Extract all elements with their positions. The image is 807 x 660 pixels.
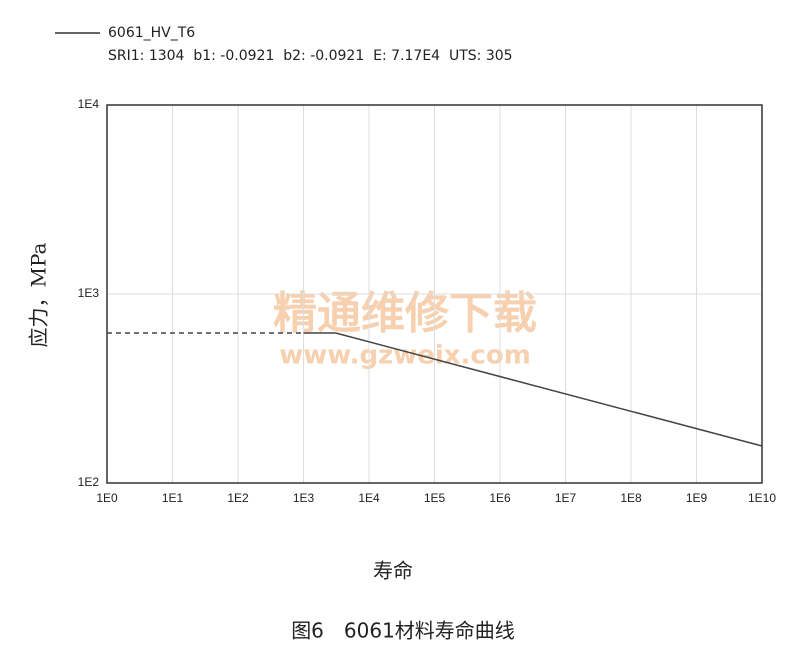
x-tick-label: 1E8 [620,491,642,505]
x-tick-label: 1E3 [293,491,315,505]
x-tick-label: 1E9 [686,491,708,505]
legend-note: SRI1: 1304 b1: -0.0921 b2: -0.0921 E: 7.… [108,48,513,64]
x-tick-label: 1E5 [424,491,446,505]
x-tick-label: 1E7 [555,491,577,505]
x-tick-label: 1E4 [358,491,380,505]
x-tick-label: 1E6 [489,491,511,505]
x-tick-label: 1E1 [162,491,184,505]
caption: 图6 6061材料寿命曲线 [291,619,515,643]
x-axis-label: 寿命 [373,559,413,583]
plot-frame [106,104,763,484]
y-tick-label: 1E3 [78,286,100,300]
legend-label: 6061_HV_T6 [108,25,195,41]
watermark: 精通维修下载 [273,288,537,339]
y-axis-label: 应力，MPa [27,242,51,347]
x-tick-label: 1E0 [96,491,118,505]
series-line [303,332,763,447]
y-tick-label: 1E4 [78,97,100,111]
x-tick-label: 1E2 [227,491,249,505]
x-tick-label: 1E10 [748,491,776,505]
y-tick-label: 1E2 [78,475,100,489]
watermark: www.gzweix.com [279,341,531,371]
